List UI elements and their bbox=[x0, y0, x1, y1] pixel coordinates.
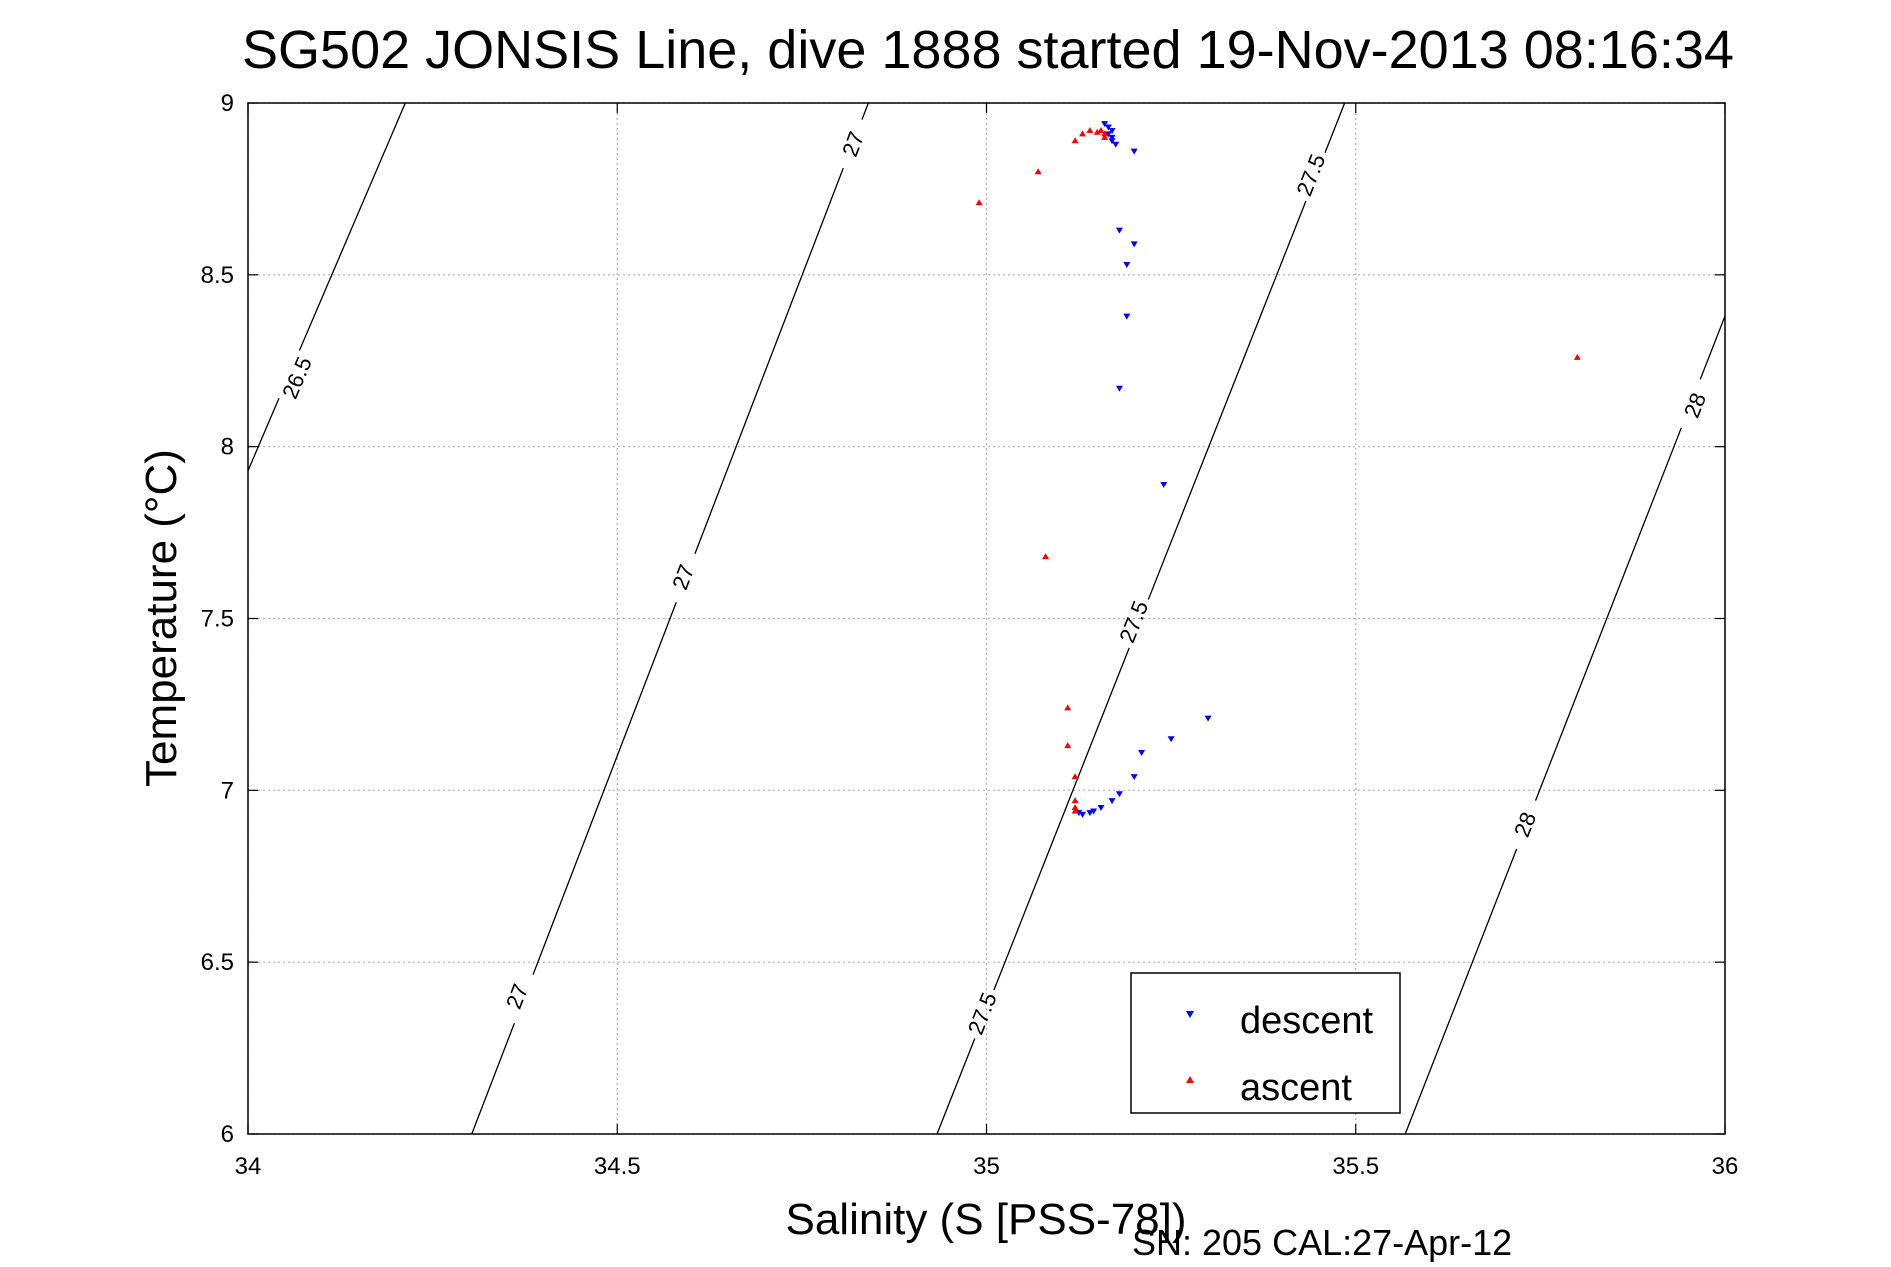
ascent-point bbox=[1079, 130, 1087, 137]
legend-marker-descent bbox=[1186, 1011, 1194, 1018]
y-tick-label: 6.5 bbox=[201, 949, 234, 976]
contour-line-27.5 bbox=[1324, 102, 1346, 153]
x-tick-label: 35.5 bbox=[1332, 1153, 1379, 1180]
contour-line-27 bbox=[532, 602, 677, 975]
descent-point bbox=[1123, 262, 1131, 269]
descent-point bbox=[1204, 715, 1212, 722]
descent-point bbox=[1108, 138, 1116, 145]
y-tick-label: 7.5 bbox=[201, 606, 234, 633]
descent-point bbox=[1115, 227, 1123, 234]
legend-label-ascent: ascent bbox=[1240, 1067, 1352, 1109]
descent-point bbox=[1115, 385, 1123, 392]
descent-point bbox=[1167, 736, 1175, 743]
descent-point bbox=[1079, 811, 1087, 818]
ascent-point bbox=[1034, 168, 1042, 175]
ascent-point bbox=[975, 199, 983, 206]
descent-point bbox=[1123, 313, 1131, 320]
x-tick-label: 34.5 bbox=[594, 1153, 641, 1180]
contour-line-26.5 bbox=[298, 102, 406, 351]
ascent-point bbox=[1097, 126, 1105, 133]
ascent-point bbox=[1071, 804, 1079, 811]
serial-calibration-note: SN: 205 CAL:27-Apr-12 bbox=[1132, 1222, 1512, 1262]
y-tick-label: 8 bbox=[221, 434, 234, 461]
contour-line-27 bbox=[861, 102, 869, 120]
descent-point bbox=[1112, 141, 1120, 148]
contour-line-28 bbox=[1404, 848, 1518, 1135]
contour-line-27.5 bbox=[936, 1038, 976, 1135]
legend-box bbox=[1130, 972, 1401, 1114]
legend-marker-ascent bbox=[1186, 1076, 1194, 1083]
y-axis-label: Temperature (°C) bbox=[137, 449, 186, 787]
contour-line-28 bbox=[1534, 427, 1682, 801]
x-axis-label: Salinity (S [PSS-78]) bbox=[785, 1195, 1186, 1244]
ascent-point bbox=[1071, 797, 1079, 804]
descent-point bbox=[1086, 810, 1094, 817]
descent-point bbox=[1090, 808, 1098, 815]
y-tick-label: 7 bbox=[221, 777, 234, 804]
chart-title: SG502 JONSIS Line, dive 1888 started 19-… bbox=[242, 20, 1734, 80]
ascent-point bbox=[1064, 704, 1072, 711]
descent-point bbox=[1130, 774, 1138, 781]
ascent-point bbox=[1042, 553, 1050, 560]
x-tick-label: 35 bbox=[973, 1153, 1000, 1180]
y-tick-label: 8.5 bbox=[201, 262, 234, 289]
legend: descent ascent bbox=[1130, 972, 1401, 1114]
x-tick-label: 36 bbox=[1712, 1153, 1739, 1180]
ascent-point bbox=[1101, 130, 1109, 137]
descent-point bbox=[1160, 481, 1168, 488]
ascent-point bbox=[1093, 128, 1101, 135]
contour-line-27 bbox=[694, 167, 844, 554]
descent-point bbox=[1104, 124, 1112, 131]
ascent-point bbox=[1071, 807, 1079, 814]
descent-point bbox=[1104, 131, 1112, 138]
y-tick-label: 6 bbox=[221, 1121, 234, 1148]
contour-line-27.5 bbox=[993, 647, 1130, 991]
ascent-point bbox=[1086, 126, 1094, 133]
contour-line-28 bbox=[1699, 315, 1726, 380]
contour-line-26.5 bbox=[247, 398, 280, 471]
ascent-point bbox=[1064, 742, 1072, 749]
descent-point bbox=[1130, 241, 1138, 248]
y-tick-label: 9 bbox=[221, 90, 234, 117]
descent-point bbox=[1130, 148, 1138, 155]
ascent-point bbox=[1101, 133, 1109, 140]
data-points bbox=[975, 121, 1581, 818]
legend-label-descent: descent bbox=[1240, 1000, 1374, 1042]
descent-point bbox=[1108, 798, 1116, 805]
ascent-point bbox=[1071, 137, 1079, 144]
ascent-point bbox=[1071, 773, 1079, 780]
descent-point bbox=[1097, 805, 1105, 812]
ascent-point bbox=[1573, 353, 1581, 360]
axis-ticks: 34 34.5 35 35.5 36 6 6.5 7 7.5 8 8.5 9 bbox=[201, 90, 1739, 1180]
contour-line-27.5 bbox=[1147, 200, 1307, 600]
descent-point bbox=[1101, 121, 1109, 128]
descent-point bbox=[1108, 127, 1116, 134]
x-tick-label: 34 bbox=[235, 1153, 262, 1180]
descent-point bbox=[1138, 750, 1146, 757]
descent-point bbox=[1108, 134, 1116, 141]
descent-point bbox=[1115, 791, 1123, 798]
contour-line-27 bbox=[471, 1022, 516, 1135]
